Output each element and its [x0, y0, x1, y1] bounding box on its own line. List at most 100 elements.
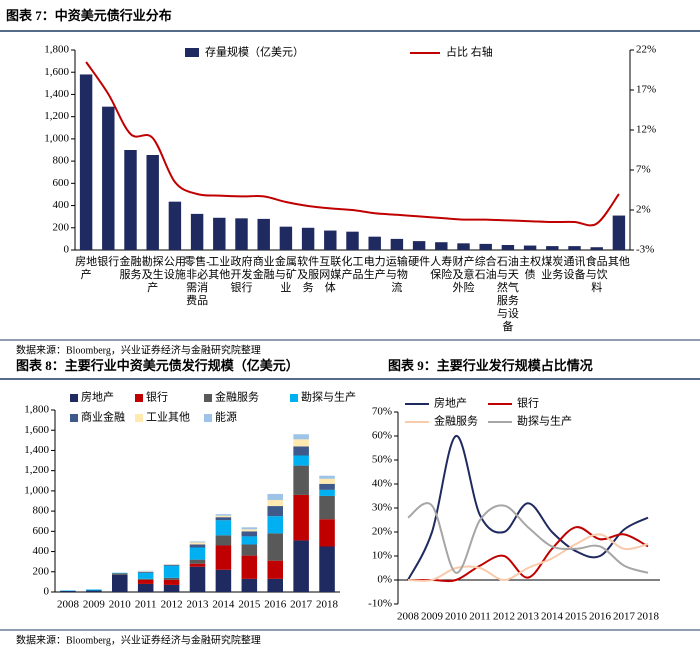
x-tick-label: 公用设施	[164, 256, 186, 281]
bar-segment	[267, 578, 283, 592]
bar-segment	[137, 571, 154, 573]
bar-segment	[241, 544, 258, 556]
legend-label: 能源	[215, 410, 237, 424]
bar-segment	[112, 574, 128, 592]
bar-segment	[241, 555, 258, 579]
source: 数据来源：Bloomberg，兴业证券经济与金融研究院整理	[16, 343, 261, 356]
bar-segment	[215, 569, 232, 592]
x-tick-label: 2008	[397, 611, 420, 623]
x-tick-label: 化工产品	[342, 254, 364, 281]
x-tick-label: 财产及意外险	[453, 254, 475, 294]
legend-label: 银行	[146, 390, 168, 404]
legend-label: 勘探与生产	[301, 390, 356, 404]
x-tick-label: 金属与矿业	[275, 254, 297, 294]
bar	[501, 245, 515, 250]
bar-segment	[267, 560, 283, 579]
x-tick-label: 零售-非必需消费品	[184, 254, 210, 307]
chart-title: 图表 8：主要行业中资美元债发行规模（亿美元）	[16, 358, 299, 373]
legend-label: 工业其他	[146, 411, 190, 424]
bar	[79, 74, 93, 250]
y-tick-label: -10%	[368, 598, 392, 610]
y-tick-label: 400	[33, 545, 50, 557]
y-tick-label: 800	[33, 505, 50, 517]
bar-segment	[293, 446, 309, 456]
bar-segment	[112, 572, 128, 574]
legend-swatch	[290, 394, 298, 402]
y-tick-label: -3%	[636, 244, 654, 256]
y-tick-label: 1,800	[44, 44, 69, 56]
x-tick-label: 食品与饮料	[586, 254, 608, 294]
bar-segment	[137, 570, 154, 572]
bar-segment	[319, 475, 335, 479]
legend-label: 占比 右轴	[446, 45, 493, 59]
legend-label: 存量规模（亿美元）	[205, 45, 304, 59]
bar-segment	[163, 565, 180, 578]
legend-label: 银行	[517, 396, 539, 410]
bar-segment	[293, 540, 309, 592]
bar-segment	[293, 455, 309, 466]
line	[407, 502, 649, 574]
y-tick-label: 0	[44, 586, 50, 598]
bar	[412, 241, 426, 250]
y-tick-label: 1,200	[24, 464, 49, 476]
x-tick-label: 2017	[613, 611, 636, 623]
line	[407, 533, 649, 582]
x-tick-label: 石油与天然气服务与设备	[497, 254, 519, 333]
bar-segment	[267, 533, 283, 561]
bar	[324, 230, 337, 250]
x-tick-label: 电力生产	[364, 255, 386, 281]
x-tick-label: 软件及服务	[297, 254, 319, 294]
bar-segment	[319, 546, 335, 592]
bar-segment	[319, 495, 335, 520]
bar-segment	[137, 578, 154, 580]
bar	[435, 242, 448, 250]
y-tick-label: 7%	[636, 164, 651, 176]
y-tick-label: 30%	[372, 502, 392, 514]
line	[407, 434, 649, 581]
bar-segment	[241, 529, 258, 532]
x-tick-label: 主权债	[519, 255, 541, 281]
x-tick-label: 人寿保险	[430, 254, 452, 281]
bar-segment	[112, 573, 128, 575]
y-tick-label: 10%	[372, 550, 392, 562]
x-tick-label: 2011	[469, 611, 491, 623]
y-tick-label: 12%	[636, 124, 656, 136]
bar-segment	[267, 493, 283, 500]
x-tick-label: 商业金融	[253, 254, 275, 281]
y-tick-label: 2%	[636, 204, 651, 216]
bar-segment	[189, 563, 206, 567]
chart-title: 图表 7：中资美元债行业分布	[6, 8, 172, 23]
legend-label: 房地产	[434, 396, 467, 410]
x-tick-label: 勘探及生产	[142, 255, 164, 294]
x-tick-label: 煤炭业务	[541, 255, 563, 281]
x-tick-label: 2012	[161, 599, 183, 611]
bar-segment	[60, 590, 76, 592]
bar	[279, 226, 293, 250]
legend-label: 金融服务	[434, 414, 478, 428]
x-tick-label: 其他	[608, 255, 630, 268]
x-tick-label: 2012	[493, 611, 515, 623]
bar-segment	[241, 527, 258, 530]
legend-swatch	[204, 394, 212, 402]
bar	[257, 218, 270, 250]
bar	[213, 217, 226, 250]
x-tick-label: 政府开发银行	[231, 254, 253, 294]
bar-segment	[189, 566, 206, 592]
bar-segment	[163, 564, 180, 566]
bar-segment	[215, 545, 232, 570]
legend-label: 勘探与生产	[517, 414, 572, 428]
bar-segment	[241, 536, 258, 545]
x-tick-label: 2013	[517, 611, 540, 623]
bar-segment	[293, 494, 309, 541]
y-tick-label: 70%	[372, 406, 392, 418]
x-tick-label: 2008	[57, 599, 80, 611]
x-tick-label: 2011	[135, 599, 157, 611]
bar-segment	[319, 478, 335, 484]
x-tick-label: 硬件	[408, 255, 430, 268]
bar	[457, 243, 470, 250]
bar	[612, 215, 626, 250]
y-tick-label: 800	[53, 155, 70, 167]
y-tick-label: 1,800	[24, 404, 49, 416]
